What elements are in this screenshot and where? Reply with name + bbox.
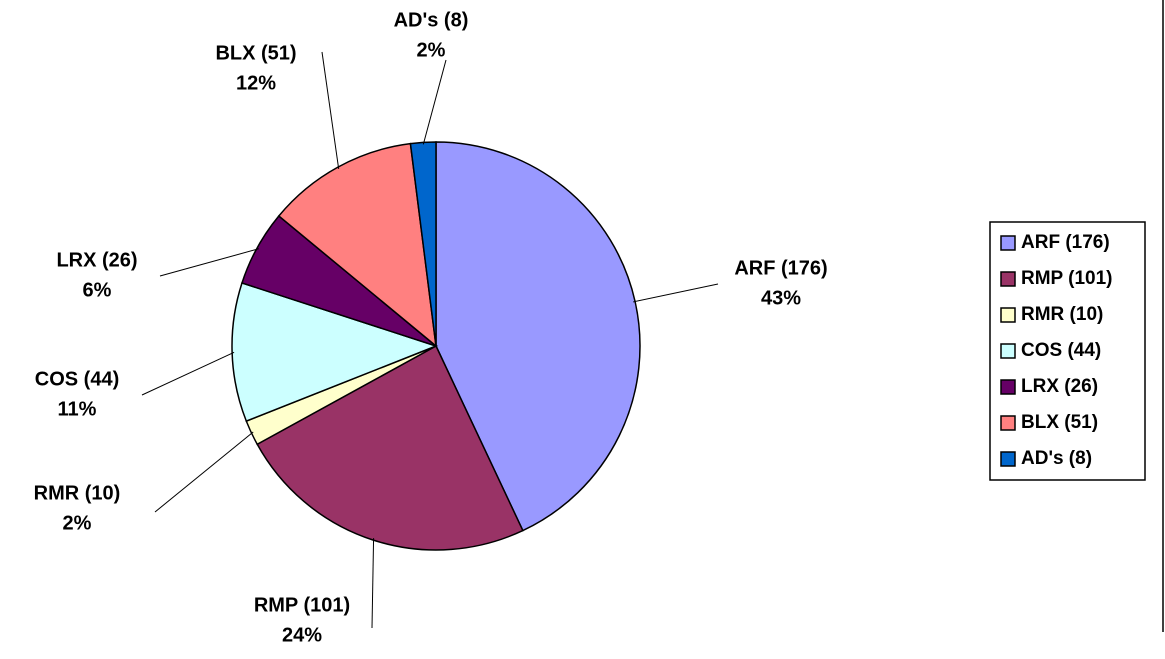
slice-label: LRX (26) (56, 249, 137, 271)
leader-line (154, 431, 254, 513)
pie-slice (409, 141, 437, 347)
legend-label: BLX (51) (1021, 412, 1098, 433)
slice-value-label: 11% (58, 398, 97, 420)
leader-line (422, 59, 447, 145)
slice-value-label: 24% (282, 624, 322, 646)
leader-line (141, 351, 235, 396)
legend-box (989, 221, 1146, 481)
legend-swatch (1000, 415, 1016, 431)
leader-line (321, 51, 340, 170)
leader-line (159, 248, 260, 277)
slice-label: AD's (8) (394, 9, 469, 31)
legend-label: LRX (26) (1021, 376, 1098, 397)
slice-value-label: 2% (417, 39, 446, 61)
pie-slice (277, 142, 437, 348)
legend-swatch (1000, 379, 1016, 395)
legend-label: ARF (176) (1021, 232, 1110, 253)
legend-label: AD's (8) (1021, 448, 1092, 469)
slice-label: BLX (51) (215, 42, 296, 64)
slice-label: RMR (10) (34, 482, 121, 504)
slice-label: ARF (176) (734, 257, 827, 279)
slice-value-label: 12% (236, 72, 276, 94)
leader-line (633, 283, 719, 303)
slice-value-label: 43% (761, 287, 801, 309)
legend-swatch (1000, 271, 1016, 287)
pie-slice (256, 344, 524, 551)
leader-line (371, 538, 375, 629)
legend-swatch (1000, 235, 1016, 251)
legend-label: RMR (10) (1021, 304, 1103, 325)
legend-label: COS (44) (1021, 340, 1101, 361)
legend-swatch (1000, 343, 1016, 359)
slice-label: COS (44) (35, 368, 119, 390)
slice-label: RMP (101) (254, 594, 350, 616)
pie-slice (231, 282, 439, 423)
legend-swatch (1000, 451, 1016, 467)
legend-label: RMP (101) (1021, 268, 1113, 289)
slice-value-label: 2% (63, 512, 92, 534)
legend-swatch (1000, 307, 1016, 323)
slice-value-label: 6% (83, 279, 112, 301)
